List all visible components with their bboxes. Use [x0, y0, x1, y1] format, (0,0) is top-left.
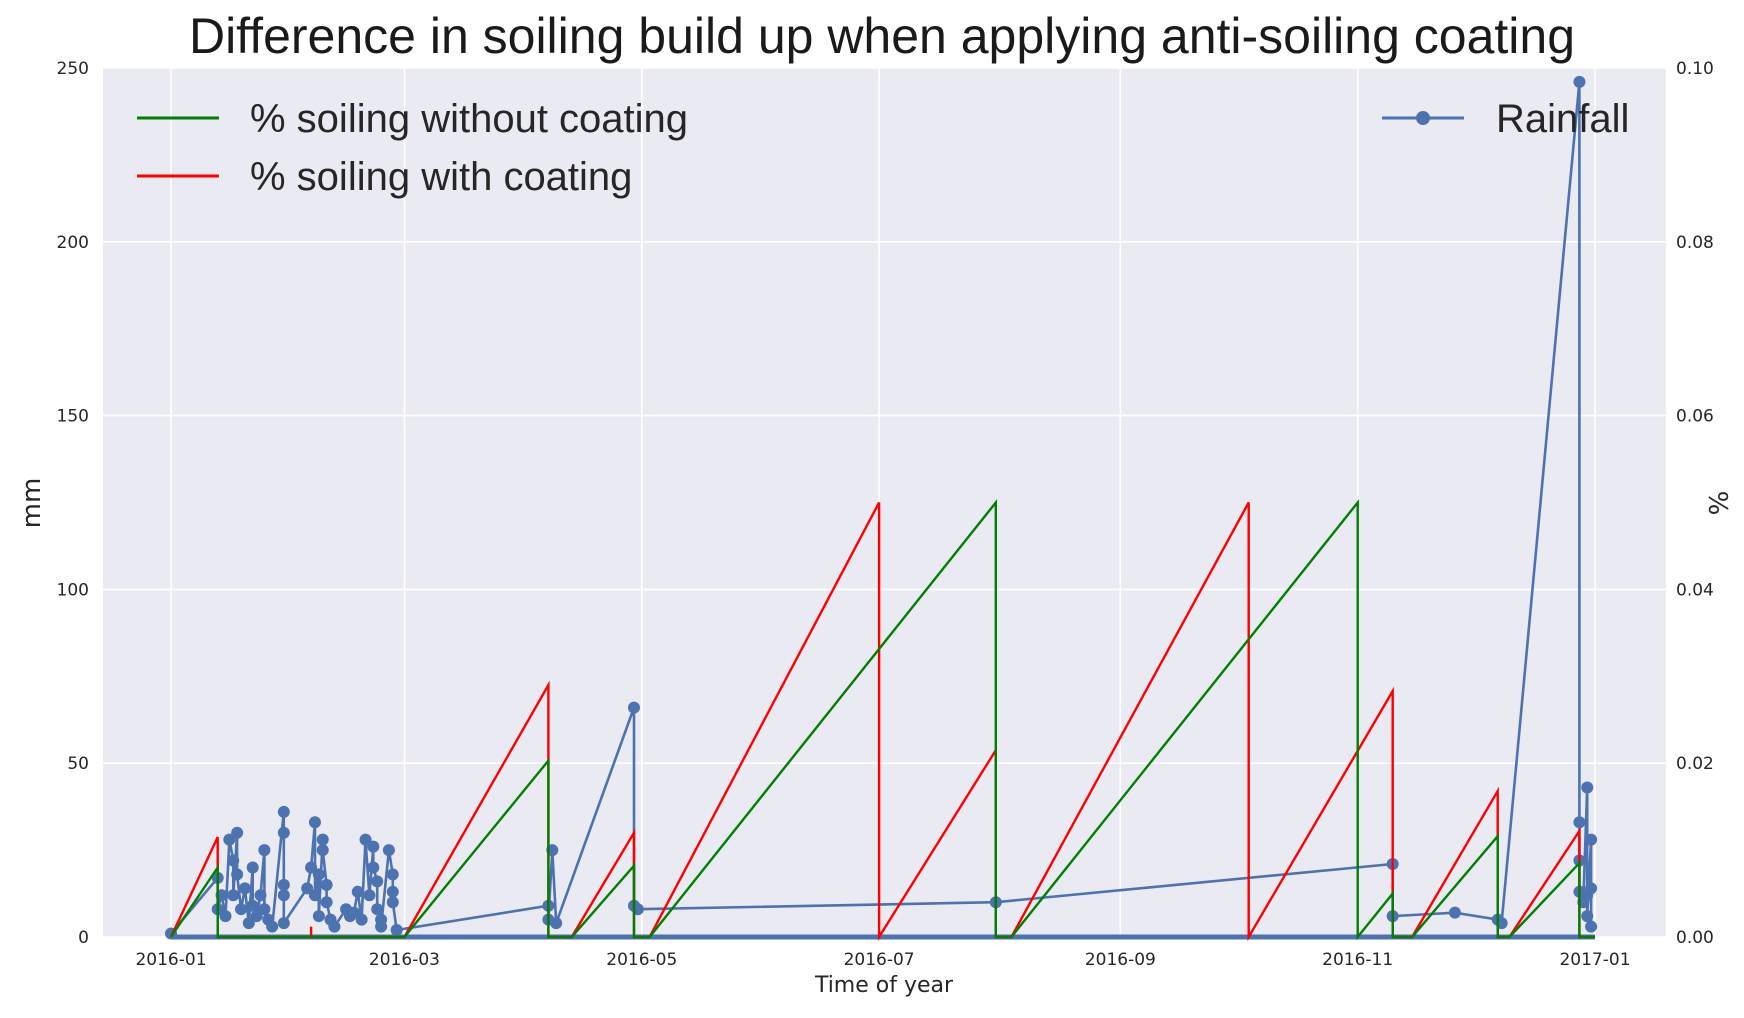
- rainfall-point: [355, 913, 368, 926]
- x-tick-label: 2016-05: [606, 950, 677, 970]
- rainfall-point: [1573, 75, 1586, 88]
- left-y-tick-label: 50: [67, 754, 89, 774]
- rainfall-point: [231, 868, 244, 881]
- rainfall-point: [235, 903, 248, 916]
- right-y-tick-label: 0.04: [1676, 580, 1714, 600]
- rainfall-point: [258, 903, 271, 916]
- x-axis-title: Time of year: [814, 973, 954, 998]
- legend-label: Rainfall: [1496, 97, 1629, 141]
- rainfall-point: [1585, 920, 1598, 933]
- left-y-tick-label: 200: [57, 233, 89, 253]
- rainfall-point: [227, 854, 240, 867]
- rainfall-point: [347, 906, 360, 919]
- right-y-tick-label: 0.10: [1676, 59, 1714, 79]
- rainfall-point: [219, 910, 232, 923]
- legend-rainfall: Rainfall: [1382, 97, 1629, 141]
- rainfall-point: [305, 861, 318, 874]
- x-tick-label: 2016-03: [369, 950, 440, 970]
- right-y-axis-title: %: [1705, 491, 1735, 516]
- rainfall-point: [231, 826, 244, 839]
- right-y-tick-label: 0.06: [1676, 407, 1714, 427]
- right-y-tick-label: 0.02: [1676, 754, 1714, 774]
- rainfall-point: [254, 889, 267, 902]
- rainfall-point: [359, 833, 372, 846]
- rainfall-point: [277, 805, 290, 818]
- legend-soiling: % soiling without coating % soiling with …: [137, 97, 688, 199]
- rainfall-point: [1585, 882, 1598, 895]
- rainfall-point: [363, 889, 376, 902]
- left-y-tick-label: 100: [57, 580, 89, 600]
- left-y-tick-label: 150: [57, 407, 89, 427]
- rainfall-point: [320, 878, 333, 891]
- rainfall-point: [328, 920, 341, 933]
- left-y-tick-label: 0: [78, 928, 89, 948]
- rainfall-point: [277, 878, 290, 891]
- rainfall-point: [386, 896, 399, 909]
- rainfall-point: [386, 885, 399, 898]
- left-y-axis-title: mm: [17, 478, 47, 529]
- right-y-tick-label: 0.00: [1676, 928, 1714, 948]
- rainfall-point: [367, 840, 380, 853]
- legend-marker: [1416, 111, 1430, 125]
- left-y-tick-label: 250: [57, 59, 89, 79]
- soiling-series: [169, 499, 1595, 942]
- x-tick-label: 2016-07: [844, 950, 915, 970]
- rainfall-point: [367, 861, 380, 874]
- x-tick-label: 2016-09: [1085, 950, 1156, 970]
- rainfall-point: [375, 920, 388, 933]
- chart-title: Difference in soiling build up when appl…: [189, 8, 1575, 64]
- rainfall-point: [308, 889, 321, 902]
- legend-label: % soiling with coating: [250, 155, 632, 199]
- right-y-axis-ticks: 0.00 0.02 0.04 0.06 0.08 0.10: [1676, 59, 1714, 948]
- rainfall-point: [312, 910, 325, 923]
- rainfall-point: [627, 701, 640, 714]
- rainfall-point: [258, 844, 271, 857]
- x-tick-label: 2016-01: [135, 950, 206, 970]
- x-tick-label: 2017-01: [1559, 950, 1630, 970]
- rainfall-point: [386, 868, 399, 881]
- rainfall-point: [371, 875, 384, 888]
- rainfall-point: [246, 899, 259, 912]
- rainfall-point: [238, 882, 251, 895]
- rainfall-point: [390, 924, 403, 937]
- rainfall-point: [1581, 910, 1594, 923]
- rainfall-point: [277, 826, 290, 839]
- left-y-axis-ticks: 0 50 100 150 200 250: [57, 59, 89, 948]
- rainfall-point: [316, 844, 329, 857]
- legend-label: % soiling without coating: [250, 97, 688, 141]
- rainfall-point: [242, 917, 255, 930]
- rainfall-point: [227, 889, 240, 902]
- rainfall-point: [1573, 816, 1586, 829]
- rainfall-point: [223, 833, 236, 846]
- rainfall-point: [277, 917, 290, 930]
- x-axis-ticks: 2016-01 2016-03 2016-05 2016-07 2016-09 2016-…: [135, 950, 1630, 970]
- rainfall-point: [1448, 906, 1461, 919]
- rainfall-point: [301, 882, 314, 895]
- rainfall-point: [382, 844, 395, 857]
- rainfall-point: [351, 885, 364, 898]
- rainfall-point: [250, 910, 263, 923]
- rainfall-point: [312, 868, 325, 881]
- rainfall-point: [266, 920, 279, 933]
- rainfall-point: [1585, 833, 1598, 846]
- rainfall-point: [308, 816, 321, 829]
- rainfall-point: [277, 889, 290, 902]
- plot-area: [103, 68, 1666, 937]
- rainfall-point: [320, 896, 333, 909]
- rainfall-point: [316, 833, 329, 846]
- rainfall-point: [246, 861, 259, 874]
- rainfall-point: [371, 903, 384, 916]
- soiling-without-coating-line: [170, 499, 1595, 941]
- rainfall-point: [1581, 781, 1594, 794]
- rainfall-point: [550, 917, 563, 930]
- right-y-tick-label: 0.08: [1676, 233, 1714, 253]
- x-tick-label: 2016-11: [1322, 950, 1393, 970]
